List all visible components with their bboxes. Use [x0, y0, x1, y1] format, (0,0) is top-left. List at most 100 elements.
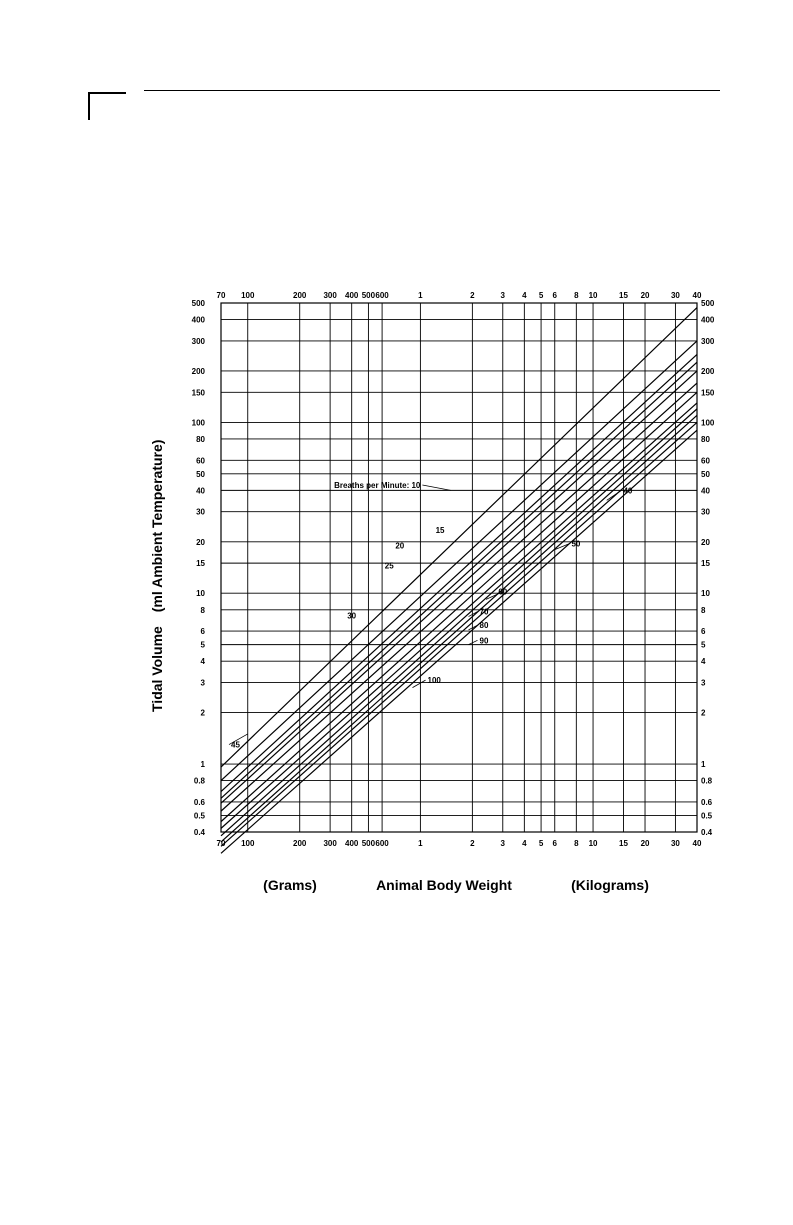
- y-tick-label-left: 50: [196, 470, 205, 479]
- series-label-60: 60: [498, 588, 507, 597]
- page-corner-mark: [88, 92, 126, 94]
- page-corner-mark-vertical: [88, 92, 90, 120]
- x-tick-label-bottom: 6: [553, 839, 558, 848]
- x-tick-label-top: 1: [418, 291, 423, 300]
- x-tick-label-bottom: 400: [345, 839, 359, 848]
- series-label-leader: [606, 490, 622, 501]
- y-tick-label-left: 20: [196, 538, 205, 547]
- x-tick-label-top: 8: [574, 291, 579, 300]
- x-tick-label-bottom: 30: [671, 839, 680, 848]
- x-tick-label-top: 15: [619, 291, 628, 300]
- y-tick-label-right: 150: [701, 388, 715, 397]
- x-tick-label-top: 5: [539, 291, 544, 300]
- chart-ticks: 7070100100200200300300400400500500600600…: [192, 291, 715, 848]
- y-tick-label-right: 80: [701, 435, 710, 444]
- series-line-10: [220, 307, 698, 768]
- y-tick-label-left: 4: [201, 657, 206, 666]
- y-tick-label-left: 1: [201, 760, 206, 769]
- y-tick-label-right: 4: [701, 657, 706, 666]
- x-tick-label-top: 2: [470, 291, 475, 300]
- x-tick-label-top: 70: [217, 291, 226, 300]
- y-tick-label-left: 0.6: [194, 798, 206, 807]
- y-tick-label-right: 8: [701, 606, 706, 615]
- series-label-leader: [485, 591, 503, 600]
- y-tick-label-right: 0.4: [701, 828, 713, 837]
- x-tick-label-top: 200: [293, 291, 307, 300]
- y-tick-label-left: 500: [192, 299, 206, 308]
- series-line-100: [220, 429, 698, 854]
- series-label-leader: [228, 733, 248, 745]
- x-tick-label-bottom: 10: [589, 839, 598, 848]
- y-tick-label-left: 0.5: [194, 811, 206, 820]
- y-tick-label-right: 50: [701, 470, 710, 479]
- series-line-40: [220, 382, 698, 812]
- series-line-60: [220, 402, 698, 829]
- series-label-70: 70: [480, 608, 489, 617]
- series-label-leader: [468, 611, 478, 617]
- y-tick-label-right: 400: [701, 316, 715, 325]
- y-tick-label-left: 10: [196, 589, 205, 598]
- x-tick-label-top: 500: [362, 291, 376, 300]
- x-axis-unit-kilograms: (Kilograms): [571, 877, 649, 893]
- series-line-25: [220, 361, 698, 799]
- y-tick-label-right: 0.5: [701, 811, 713, 820]
- y-tick-label-right: 20: [701, 538, 710, 547]
- series-label-extra: 45: [231, 741, 240, 750]
- y-tick-label-right: 6: [701, 627, 706, 636]
- y-tick-label-left: 3: [201, 679, 206, 688]
- x-tick-label-bottom: 40: [693, 839, 702, 848]
- series-label-90: 90: [480, 636, 489, 645]
- x-tick-label-bottom: 100: [241, 839, 255, 848]
- y-tick-label-left: 40: [196, 486, 205, 495]
- x-tick-label-top: 3: [501, 291, 506, 300]
- y-tick-label-right: 2: [701, 709, 706, 718]
- y-tick-label-left: 0.4: [194, 828, 206, 837]
- x-tick-label-bottom: 8: [574, 839, 579, 848]
- y-tick-label-right: 10: [701, 589, 710, 598]
- series-label-leader: [422, 484, 451, 491]
- series-line-20: [220, 353, 698, 792]
- plot-frame: [220, 302, 698, 833]
- series-label-80: 80: [480, 621, 489, 630]
- x-axis-unit-grams: (Grams): [263, 877, 317, 893]
- x-tick-label-bottom: 3: [501, 839, 506, 848]
- y-tick-label-right: 15: [701, 559, 710, 568]
- x-tick-label-bottom: 500: [362, 839, 376, 848]
- y-tick-label-left: 100: [192, 418, 206, 427]
- x-tick-label-bottom: 5: [539, 839, 544, 848]
- y-tick-label-right: 0.6: [701, 798, 713, 807]
- y-tick-label-left: 0.8: [194, 777, 206, 786]
- x-tick-label-top: 100: [241, 291, 255, 300]
- series-label-30: 30: [347, 612, 356, 621]
- x-tick-label-top: 600: [375, 291, 389, 300]
- y-tick-label-left: 150: [192, 388, 206, 397]
- chart-series-labels: Breaths per Minute: 10 15 20 25 30 40 50 60 70 80…: [228, 481, 633, 750]
- y-tick-label-right: 0.8: [701, 777, 713, 786]
- y-tick-label-left: 80: [196, 435, 205, 444]
- page-header-rule: [144, 90, 720, 91]
- y-tick-label-left: 5: [201, 641, 206, 650]
- y-tick-label-left: 15: [196, 559, 205, 568]
- series-label-leader: [412, 679, 426, 688]
- x-tick-label-top: 6: [553, 291, 558, 300]
- x-tick-label-top: 400: [345, 291, 359, 300]
- x-tick-label-bottom: 200: [293, 839, 307, 848]
- series-label-leader: [468, 639, 478, 645]
- y-axis-title-unit: (ml Ambient Temperature): [149, 440, 165, 613]
- x-tick-label-bottom: 2: [470, 839, 475, 848]
- y-tick-label-right: 300: [701, 337, 715, 346]
- x-tick-label-top: 4: [522, 291, 527, 300]
- chart-series: [220, 307, 698, 854]
- y-tick-label-right: 1: [701, 760, 706, 769]
- x-tick-label-top: 300: [323, 291, 337, 300]
- y-axis-title: Tidal Volume (ml Ambient Temperature): [149, 440, 165, 712]
- y-tick-label-right: 200: [701, 367, 715, 376]
- series-label-10: Breaths per Minute: 10: [334, 481, 421, 490]
- x-tick-label-top: 10: [589, 291, 598, 300]
- y-tick-label-right: 500: [701, 299, 715, 308]
- y-tick-label-left: 8: [201, 606, 206, 615]
- x-tick-label-bottom: 15: [619, 839, 628, 848]
- series-label-leader: [468, 624, 478, 631]
- series-label-50: 50: [571, 540, 580, 549]
